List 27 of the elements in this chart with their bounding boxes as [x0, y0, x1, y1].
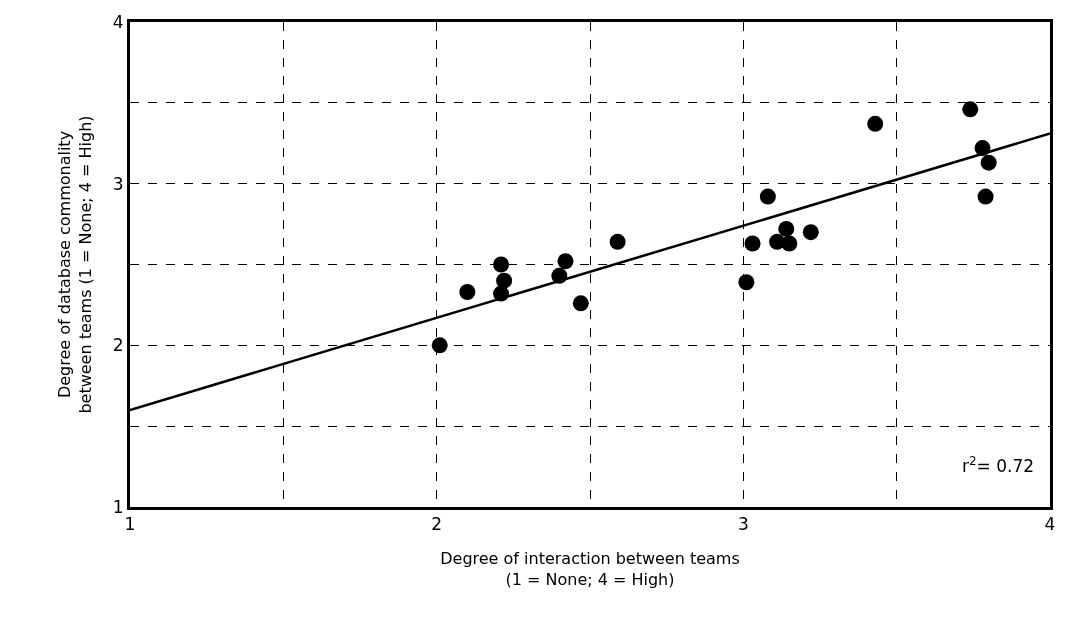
point [867, 115, 884, 132]
x-axis-title: Degree of interaction between teams (1 = None; 4 = High) [440, 549, 740, 589]
point [572, 295, 589, 312]
y-tick-label: 1 [112, 496, 124, 517]
y-axis-title: Degree of database commonality between teams (1 = None; 4 = High) [54, 115, 95, 414]
point [744, 235, 761, 252]
annotation: r$^{2}$= 0.72 [962, 454, 1035, 477]
y-tick-label: 2 [112, 335, 124, 356]
y-tick-label: 3 [112, 173, 124, 194]
point [459, 283, 476, 300]
point [980, 154, 997, 171]
point [977, 188, 994, 205]
point [609, 233, 626, 250]
point [557, 253, 574, 270]
point [778, 220, 795, 237]
point [802, 224, 819, 241]
x-tick-label: 3 [737, 514, 749, 535]
point [781, 235, 798, 252]
point [431, 337, 448, 354]
x-tick-label: 4 [1044, 514, 1056, 535]
point [496, 272, 513, 289]
y-tick-label: 4 [112, 11, 124, 32]
x-tick-label: 2 [431, 514, 443, 535]
point [738, 274, 755, 291]
point [962, 101, 979, 118]
point [759, 188, 776, 205]
point [493, 256, 510, 273]
